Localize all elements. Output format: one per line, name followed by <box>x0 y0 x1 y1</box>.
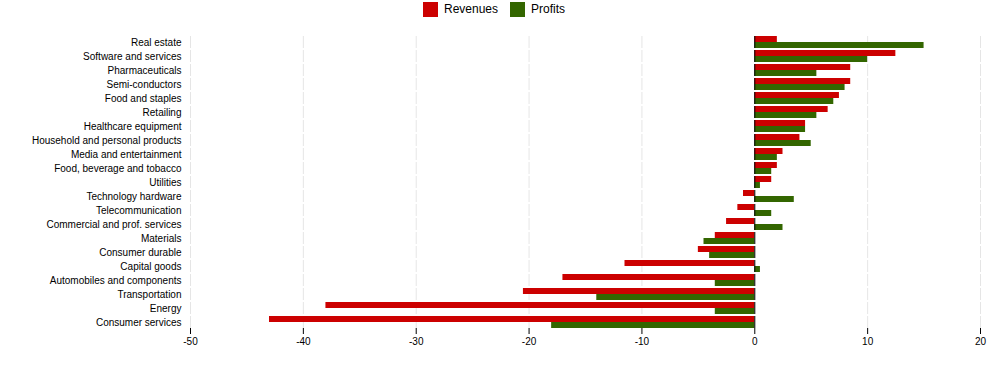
svg-text:Media and entertainment: Media and entertainment <box>71 149 182 160</box>
svg-text:Transportation: Transportation <box>117 289 181 300</box>
svg-text:Consumer durable: Consumer durable <box>99 247 182 258</box>
svg-text:Commercial and prof. services: Commercial and prof. services <box>46 219 181 230</box>
svg-text:Pharmaceuticals: Pharmaceuticals <box>108 65 182 76</box>
svg-text:Food and staples: Food and staples <box>105 93 182 104</box>
html-text:Profits: Profits <box>531 2 565 16</box>
svg-text:Retailing: Retailing <box>143 107 182 118</box>
svg-text:-20: -20 <box>522 336 537 347</box>
svg-text:Consumer services: Consumer services <box>96 317 182 328</box>
svg-text:Materials: Materials <box>141 233 182 244</box>
svg-text:-40: -40 <box>296 336 311 347</box>
svg-text:Software and services: Software and services <box>83 51 181 62</box>
svg-text:Energy: Energy <box>150 303 182 314</box>
svg-text:-10: -10 <box>635 336 650 347</box>
svg-text:Telecommunication: Telecommunication <box>96 205 182 216</box>
svg-text:Real estate: Real estate <box>131 37 182 48</box>
svg-text:Technology hardware: Technology hardware <box>86 191 181 202</box>
svg-text:Automobiles and components: Automobiles and components <box>50 275 182 286</box>
svg-text:Household and personal product: Household and personal products <box>32 135 182 146</box>
svg-text:-30: -30 <box>409 336 424 347</box>
svg-text:Capital goods: Capital goods <box>120 261 181 272</box>
svg-text:Semi-conductors: Semi-conductors <box>106 79 181 90</box>
svg-text:10: 10 <box>862 336 874 347</box>
svg-text:Utilities: Utilities <box>149 177 181 188</box>
svg-text:20: 20 <box>975 336 987 347</box>
svg-text:Healthcare equipment: Healthcare equipment <box>84 121 182 132</box>
svg-text:Food, beverage and tobacco: Food, beverage and tobacco <box>54 163 182 174</box>
svg-text:-50: -50 <box>183 336 198 347</box>
svg-text:0: 0 <box>752 336 758 347</box>
html-text:Revenues: Revenues <box>444 2 498 16</box>
